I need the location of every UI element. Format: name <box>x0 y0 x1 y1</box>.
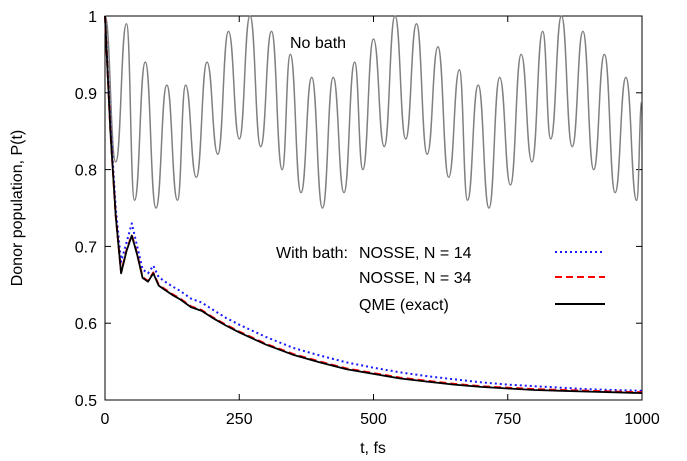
x-tick-label: 750 <box>494 411 521 428</box>
legend: With bath: NOSSE, N = 14 NOSSE, N = 34 Q… <box>276 245 605 314</box>
x-tick-label: 1000 <box>624 411 660 428</box>
x-tick-label: 250 <box>226 411 253 428</box>
legend-label-nosse-14: NOSSE, N = 14 <box>359 245 472 262</box>
x-tick-label: 0 <box>101 411 110 428</box>
y-tick-label: 0.8 <box>75 163 97 180</box>
plot-frame <box>105 16 642 400</box>
y-tick-label: 0.6 <box>75 316 97 333</box>
series-layer <box>105 16 642 393</box>
series-nosse-34 <box>105 16 642 392</box>
x-tick-label: 500 <box>360 411 387 428</box>
annotation-no-bath: No bath <box>290 35 346 52</box>
x-axis-label: t, fs <box>360 440 386 457</box>
y-tick-label: 0.7 <box>75 239 97 256</box>
series-qme-exact <box>105 16 642 393</box>
legend-label-nosse-34: NOSSE, N = 34 <box>359 270 472 287</box>
y-tick-label: 1 <box>88 9 97 26</box>
y-tick-label: 0.9 <box>75 86 97 103</box>
axis-ticks: 0 250 500 750 1000 0.5 0.6 0.7 0.8 0.9 1 <box>75 9 660 428</box>
series-nosse-14 <box>105 16 642 391</box>
legend-prefix: With bath: <box>276 245 348 262</box>
series-no-bath <box>105 16 642 208</box>
y-tick-label: 0.5 <box>75 393 97 410</box>
y-axis-label: Donor population, P(t) <box>9 130 26 287</box>
legend-label-qme: QME (exact) <box>359 297 449 314</box>
